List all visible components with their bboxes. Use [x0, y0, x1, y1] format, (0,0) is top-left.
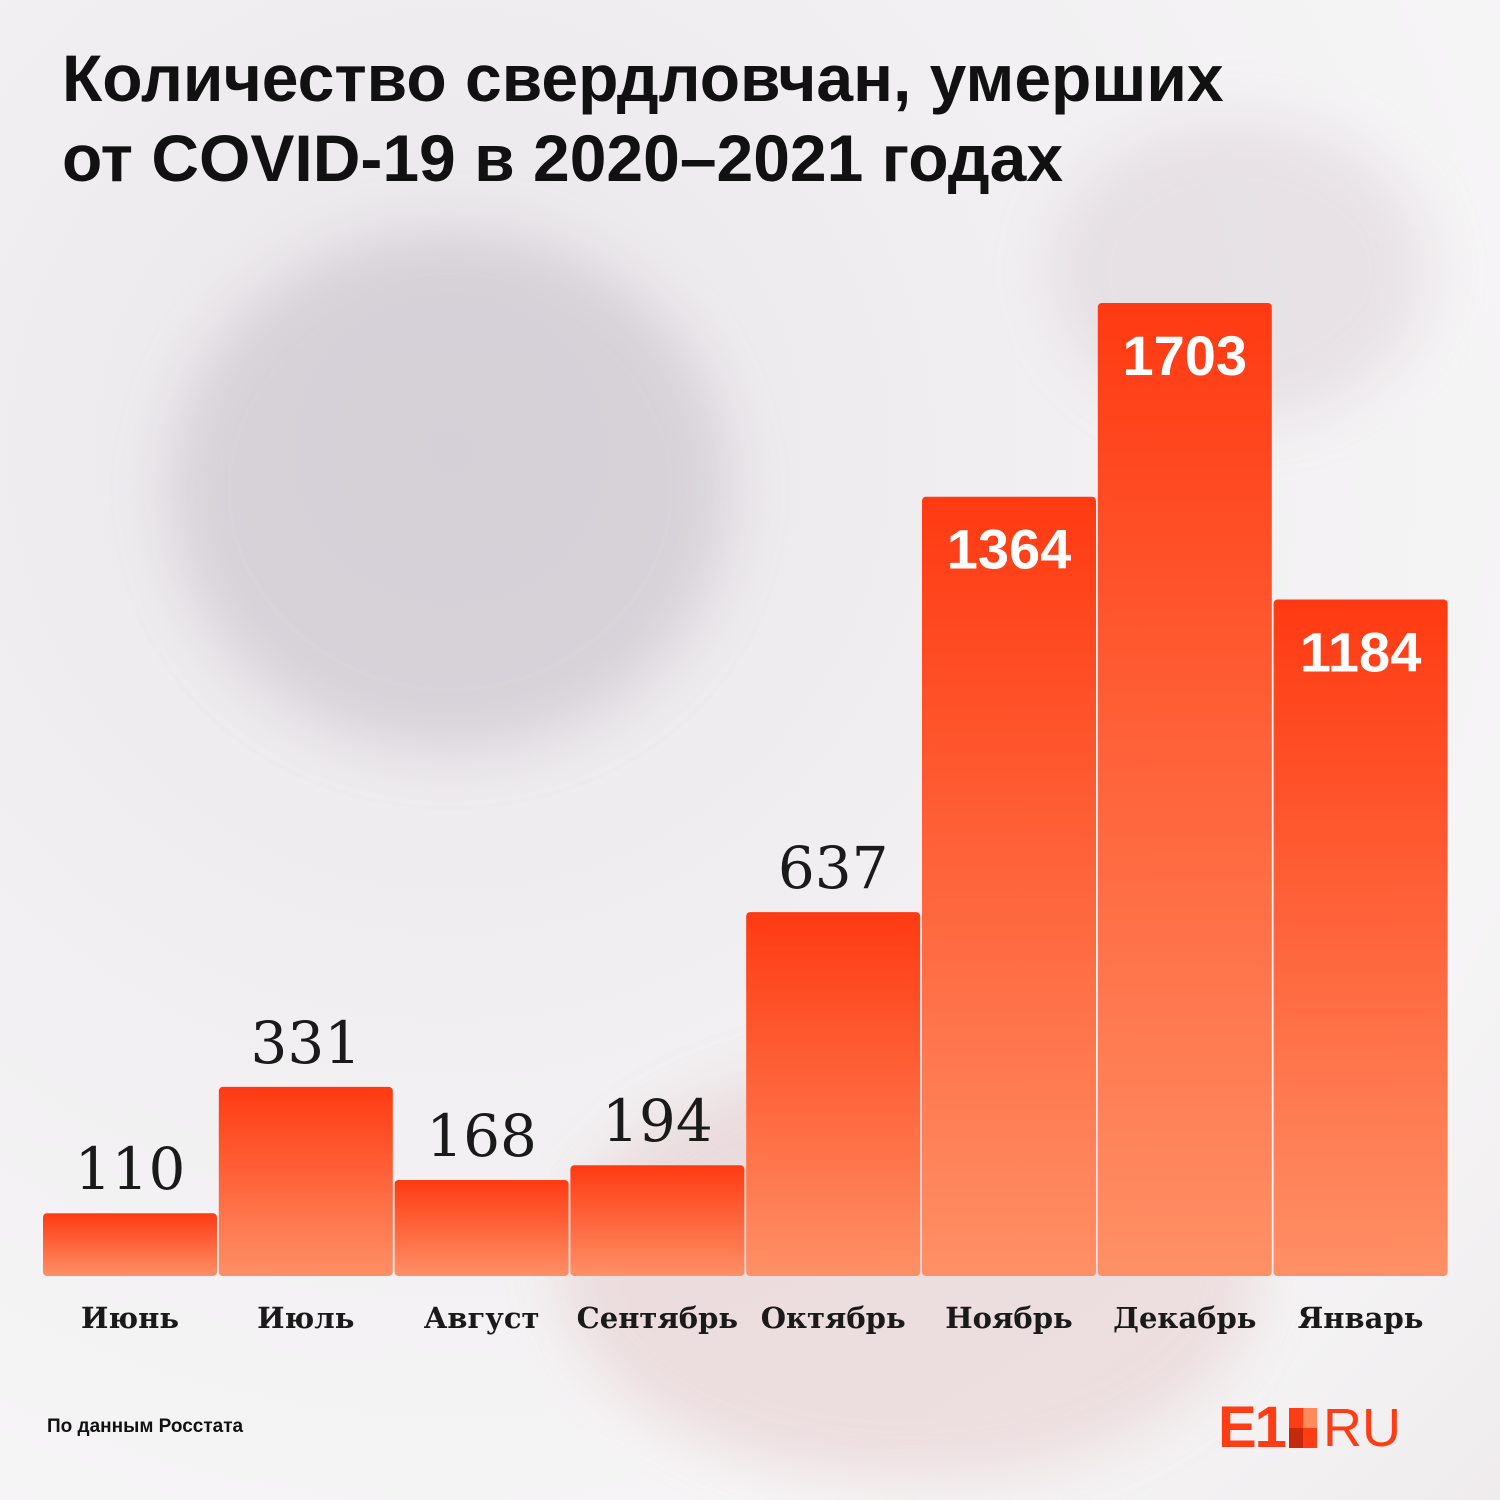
bar-1 [43, 1213, 217, 1276]
bar-7 [1097, 303, 1272, 1276]
chart-title: Количество свердловчан, умерших от COVID… [62, 38, 1462, 198]
labels-group: 110 Июнь 331 Июль 168 Август 194 Сентябрь 637 Окт… [75, 324, 1424, 1335]
value-label-6: 1364 [947, 518, 1072, 581]
value-label-3: 168 [426, 1102, 537, 1170]
category-label-1: Июнь [81, 1301, 179, 1335]
bar-2 [218, 1086, 393, 1276]
chart-title-line-1: Количество свердловчан, умерших [62, 41, 1224, 115]
logo-square-icon [1288, 1408, 1317, 1448]
value-label-5: 637 [778, 834, 889, 902]
category-label-4: Сентябрь [577, 1301, 738, 1335]
bar-4 [570, 1165, 745, 1276]
source-note: По данным Росстата [47, 1416, 244, 1437]
value-label-7: 1703 [1123, 324, 1248, 387]
bar-8 [1273, 599, 1448, 1276]
bars-group [43, 303, 1448, 1276]
value-label-8: 1184 [1300, 621, 1422, 684]
category-label-5: Октябрь [761, 1301, 906, 1335]
category-label-8: Январь [1298, 1301, 1424, 1335]
value-label-2: 331 [250, 1009, 361, 1077]
category-label-3: Август [424, 1301, 540, 1335]
e1-logo: E1 RU [1218, 1395, 1401, 1460]
logo-mark: E1 [1218, 1395, 1287, 1460]
category-label-7: Декабрь [1113, 1301, 1256, 1335]
chart-title-line-2: от COVID-19 в 2020–2021 годах [62, 121, 1064, 195]
logo-suffix: RU [1322, 1398, 1401, 1458]
category-label-2: Июль [257, 1301, 354, 1335]
bar-5 [746, 912, 921, 1276]
value-label-4: 194 [602, 1087, 713, 1155]
bar-3 [394, 1180, 569, 1276]
category-label-6: Ноябрь [945, 1301, 1072, 1335]
bar-6 [922, 496, 1096, 1276]
value-label-1: 110 [75, 1135, 186, 1203]
